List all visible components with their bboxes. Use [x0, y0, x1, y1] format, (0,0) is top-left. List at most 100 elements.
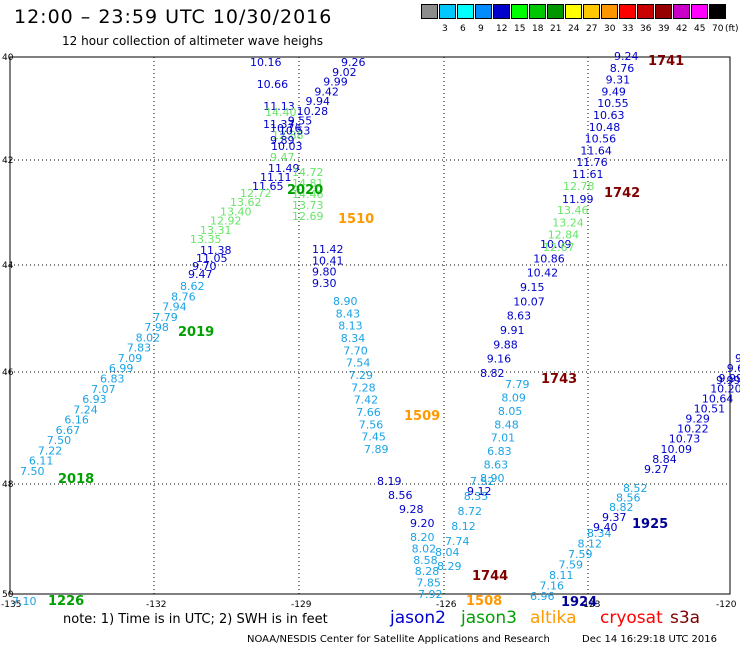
- swh-value: 7.50: [47, 434, 71, 447]
- swh-value: 8.02: [136, 331, 161, 344]
- swh-value: 7.54: [346, 357, 371, 370]
- swh-value: 10.56: [585, 133, 617, 146]
- swh-value: 13.62: [230, 196, 262, 209]
- swh-value: 13.35: [190, 233, 222, 246]
- scale-swatch: [493, 4, 510, 19]
- swh-value: 8.02: [412, 542, 437, 555]
- swh-value: 9.47: [188, 268, 213, 281]
- scale-swatch: [547, 4, 564, 19]
- swh-value: 9.12: [467, 485, 492, 498]
- legend-s3a: s3a: [670, 608, 701, 628]
- swh-value: 10.53: [279, 124, 311, 137]
- pass-time-label: 1226: [48, 594, 84, 609]
- scale-swatch: [583, 4, 600, 19]
- swh-value: 9.26: [341, 56, 366, 69]
- swh-value: 13.24: [552, 216, 584, 229]
- scale-swatch: [655, 4, 672, 19]
- latitude-label: 48: [2, 480, 14, 490]
- longitude-label: -132: [146, 600, 166, 610]
- swh-value: 11.99: [562, 193, 594, 206]
- longitude-label: -126: [436, 600, 457, 610]
- swh-value: 7.66: [356, 406, 381, 419]
- scale-label: 15: [514, 24, 526, 34]
- swh-value: 8.29: [437, 560, 462, 573]
- pass-time-label: 1509: [404, 409, 440, 424]
- swh-value: 9.40: [593, 521, 618, 534]
- swh-value: 13.31: [200, 224, 232, 237]
- swh-value: 9.99: [323, 76, 348, 89]
- swh-value: 7.22: [38, 444, 63, 457]
- pass-time-label: 1925: [632, 517, 668, 532]
- swh-value: 10.73: [669, 433, 701, 446]
- scale-swatch: [637, 4, 654, 19]
- swh-value: 12.88: [272, 129, 304, 142]
- swh-value: 10.07: [513, 295, 545, 308]
- swh-value: 9.47: [270, 151, 295, 164]
- swh-value: 7.24: [73, 403, 98, 416]
- swh-value: 14.72: [292, 166, 324, 179]
- longitude-label: -135: [1, 600, 21, 610]
- swh-value: 8.12: [451, 520, 476, 533]
- swh-value: 9.29: [685, 413, 710, 426]
- swh-value: 6.67: [56, 424, 81, 437]
- map-frame: [9, 56, 731, 595]
- swh-value: 7.79: [505, 378, 530, 391]
- swh-value: 6.93: [82, 393, 107, 406]
- swh-value: 6.96: [530, 590, 555, 603]
- swh-value: 7.52: [470, 475, 495, 488]
- swh-value: 7.59: [559, 559, 584, 572]
- scale-label: 12: [496, 24, 508, 34]
- latitude-label: 44: [2, 261, 14, 271]
- swh-value: 9.94: [306, 95, 331, 108]
- swh-value: 7.70: [343, 344, 368, 357]
- swh-value: 10.42: [527, 267, 559, 280]
- swh-value: 10.55: [597, 97, 629, 110]
- swh-value: 14.46: [292, 188, 324, 201]
- longitude-label: -120: [716, 600, 737, 610]
- swh-value: 12.92: [210, 215, 242, 228]
- swh-value: 13.40: [220, 205, 252, 218]
- swh-value: 8.82: [609, 501, 634, 514]
- swh-value: 11.05: [196, 252, 228, 265]
- swh-value: 11.11: [260, 171, 292, 184]
- swh-value: 8.43: [336, 307, 361, 320]
- swh-value: 13.73: [292, 199, 324, 212]
- swh-value: 7.94: [162, 301, 187, 314]
- swh-value: 8.34: [587, 527, 612, 540]
- swh-value: 11.64: [580, 144, 612, 157]
- swh-value: 7.29: [349, 369, 374, 382]
- scale-label: 27: [586, 24, 598, 34]
- swh-value: 8.56: [388, 489, 413, 502]
- swh-value: 8.62: [180, 280, 205, 293]
- swh-value: 8.35: [464, 490, 489, 503]
- map-subtitle: 12 hour collection of altimeter wave hei…: [62, 34, 324, 48]
- swh-value: 9.99: [719, 372, 740, 385]
- latitude-label: 50: [2, 590, 14, 600]
- swh-value: 8.63: [484, 459, 509, 472]
- swh-value: 11.76: [576, 156, 608, 169]
- swh-value: 7.42: [354, 394, 379, 407]
- swh-value: 10.76: [270, 122, 302, 135]
- swh-value: 10.28: [297, 105, 329, 118]
- scale-swatch: [619, 4, 636, 19]
- swh-value: 7.89: [364, 443, 389, 456]
- swh-value: 12.84: [548, 229, 580, 242]
- scale-swatch: [709, 4, 726, 19]
- swh-value: 9.15: [520, 281, 545, 294]
- swh-value: 7.01: [491, 432, 516, 445]
- swh-value: 12.72: [240, 187, 272, 200]
- swh-value: 8.76: [610, 62, 635, 75]
- legend-jason3: jason3: [461, 608, 517, 628]
- swh-value: 11.49: [268, 162, 300, 175]
- swh-value: 9.30: [312, 277, 337, 290]
- scale-swatch: [511, 4, 528, 19]
- swh-value: 10.09: [661, 443, 693, 456]
- swh-value: 10.09: [540, 238, 572, 251]
- swh-value: 8.63: [507, 310, 532, 323]
- swh-value: 8.11: [549, 569, 574, 582]
- swh-value: 11.13: [263, 100, 295, 113]
- swh-value: 7.56: [359, 418, 384, 431]
- scale-swatch: [529, 4, 546, 19]
- scale-unit: (ft): [725, 24, 739, 34]
